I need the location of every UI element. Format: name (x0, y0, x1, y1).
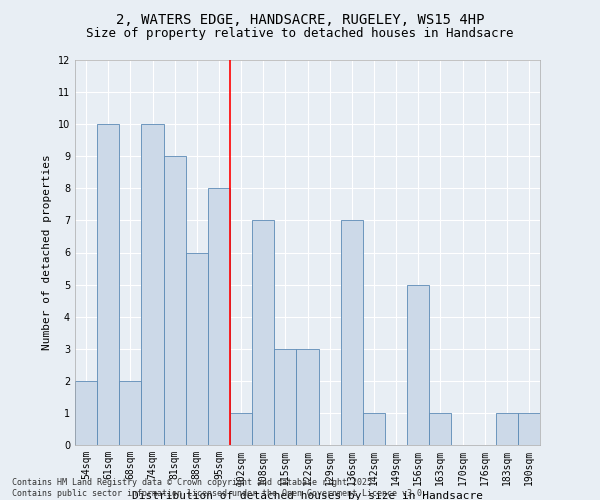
Bar (296, 349, 319, 445)
Bar (496, 413, 518, 445)
Bar (164, 156, 186, 445)
Bar (341, 220, 363, 445)
Text: 2, WATERS EDGE, HANDSACRE, RUGELEY, WS15 4HP: 2, WATERS EDGE, HANDSACRE, RUGELEY, WS15… (116, 12, 484, 26)
Bar (518, 413, 540, 445)
Bar (119, 381, 142, 445)
Bar (252, 220, 274, 445)
Bar (97, 124, 119, 445)
Bar (75, 381, 97, 445)
Bar (208, 188, 230, 445)
Bar (407, 284, 429, 445)
X-axis label: Distribution of detached houses by size in Handsacre: Distribution of detached houses by size … (132, 490, 483, 500)
Bar (186, 252, 208, 445)
Text: Contains HM Land Registry data © Crown copyright and database right 2025.
Contai: Contains HM Land Registry data © Crown c… (12, 478, 427, 498)
Bar (142, 124, 164, 445)
Text: Size of property relative to detached houses in Handsacre: Size of property relative to detached ho… (86, 28, 514, 40)
Bar (429, 413, 451, 445)
Bar (363, 413, 385, 445)
Bar (274, 349, 296, 445)
Y-axis label: Number of detached properties: Number of detached properties (42, 154, 52, 350)
Bar (230, 413, 252, 445)
